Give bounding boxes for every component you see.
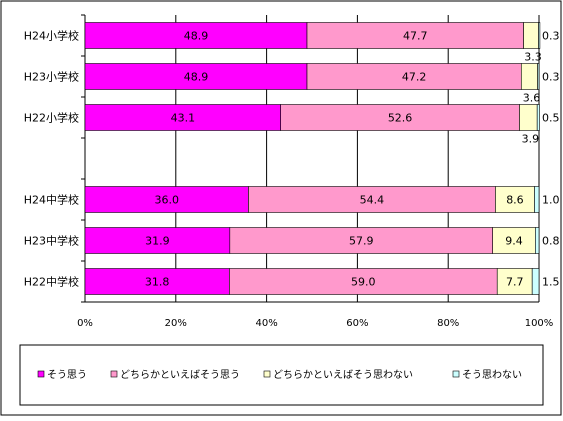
x-tick-label: 100% (525, 318, 554, 329)
data-label: 0.3 (542, 71, 560, 84)
bar-segment (306, 22, 524, 49)
legend-label: そう思わない (462, 369, 522, 381)
bar-segment (492, 227, 536, 254)
bar-segment (535, 227, 540, 254)
data-label: 52.6 (388, 112, 413, 125)
bar-segment (520, 63, 538, 90)
legend-swatch (452, 370, 460, 378)
bar-segment (84, 63, 308, 90)
data-label: 3.9 (522, 133, 540, 146)
data-label: 36.0 (154, 194, 179, 207)
data-label: 8.6 (506, 194, 524, 207)
bar-segment (229, 268, 498, 295)
bar-segment (496, 268, 533, 295)
x-tick-label: 20% (165, 318, 187, 329)
plot-area (85, 15, 539, 302)
data-label: 57.9 (349, 235, 374, 248)
category-label: H24中学校 (24, 193, 79, 207)
category-label: H22中学校 (24, 275, 79, 289)
bar-segment (84, 186, 249, 213)
x-tick-label: 40% (255, 318, 277, 329)
data-label: 43.1 (171, 112, 196, 125)
bar-segment (536, 104, 540, 131)
data-label: 31.8 (145, 276, 170, 289)
gridlines (81, 14, 540, 303)
legend-label: どちらかといえばそう思わない (273, 369, 413, 381)
bar-segment (306, 63, 522, 90)
data-label: 0.5 (542, 112, 560, 125)
legend-swatch (37, 370, 45, 378)
data-label: 0.3 (542, 30, 560, 43)
legend-swatch (263, 370, 271, 378)
bar-segment (84, 22, 308, 49)
data-label: 3.3 (524, 51, 542, 64)
bar-segment (229, 227, 493, 254)
bar-segment (523, 22, 539, 49)
category-label: H22小学校 (24, 111, 79, 125)
bar-segment (538, 22, 541, 49)
category-label: H24小学校 (24, 29, 79, 43)
bar-segment (84, 268, 230, 295)
data-label: 59.0 (351, 276, 376, 289)
legend: そう思う どちらかといえばそう思う どちらかといえばそう思わない そう思わない (37, 369, 522, 381)
category-label: H23中学校 (24, 234, 79, 248)
category-labels: H24小学校 H23小学校 H22小学校 H24中学校 H23中学校 H22中学校 (24, 29, 79, 289)
bar-segment (84, 227, 231, 254)
data-label: 47.7 (403, 30, 428, 43)
legend-label: どちらかといえばそう思う (120, 369, 240, 381)
data-label: 3.6 (523, 92, 541, 105)
category-label: H23小学校 (24, 70, 79, 84)
data-label: 0.8 (542, 235, 560, 248)
bar-segment (537, 63, 540, 90)
data-labels: 48.9 47.73.30.348.9 47.23.60.343.1 52.63.90… (145, 30, 560, 289)
data-label: 48.9 (184, 30, 209, 43)
data-label: 1.0 (542, 194, 560, 207)
legend-swatch (110, 370, 118, 378)
x-tick-label: 0% (77, 318, 93, 329)
data-label: 48.9 (184, 71, 209, 84)
data-label: 9.4 (505, 235, 523, 248)
legend-label: そう思う (47, 369, 87, 381)
x-tick-label: 80% (437, 318, 459, 329)
x-tick-label: 60% (346, 318, 368, 329)
bar-segment (280, 104, 520, 131)
data-label: 31.9 (145, 235, 170, 248)
data-label: 1.5 (542, 276, 560, 289)
data-label: 47.2 (402, 71, 427, 84)
bar-segment (519, 104, 538, 131)
bar-segment (534, 186, 540, 213)
data-label: 7.7 (506, 276, 524, 289)
bars (84, 22, 541, 295)
bar-segment (531, 268, 540, 295)
x-axis-ticks: 0% 20% 40% 60% 80% 100% (77, 318, 553, 329)
data-label: 54.4 (360, 194, 385, 207)
